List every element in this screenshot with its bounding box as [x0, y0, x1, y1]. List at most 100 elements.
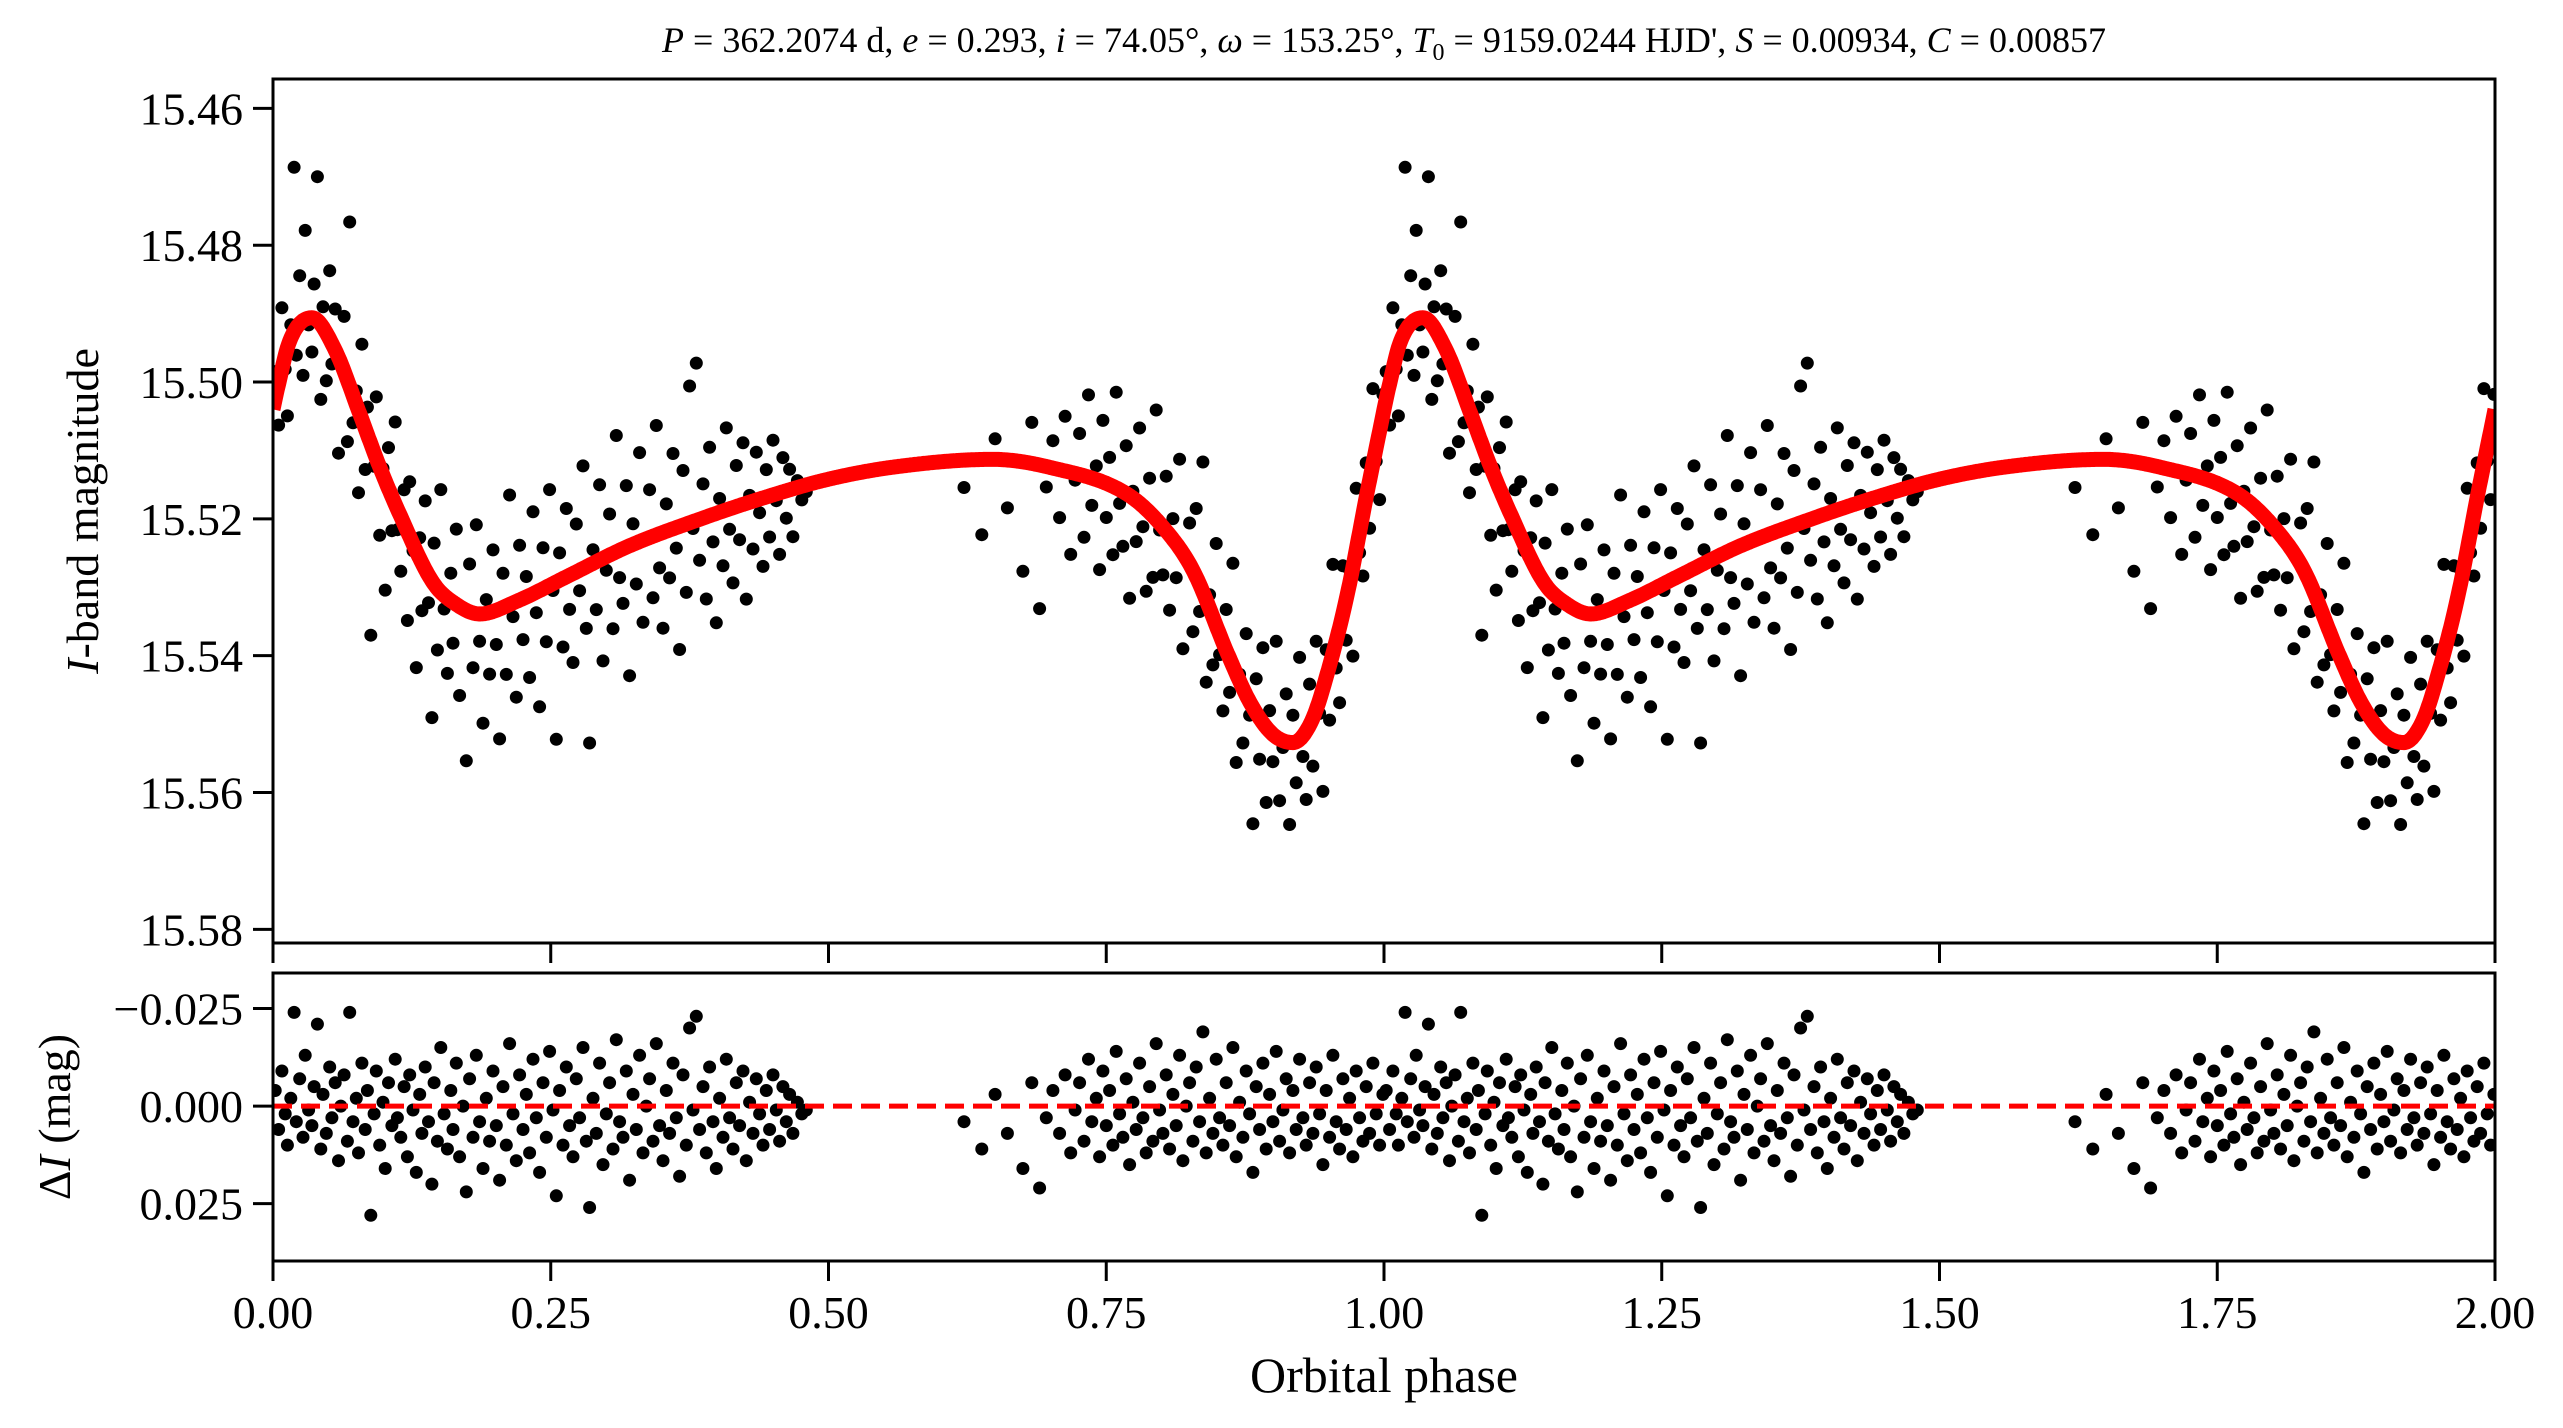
residual-point [1804, 1123, 1818, 1136]
residual-point [726, 1142, 740, 1156]
observation-point [1538, 536, 1552, 550]
residual-point [483, 1134, 497, 1148]
residual-point [1077, 1134, 1091, 1148]
observation-point [1637, 505, 1651, 519]
observation-point [1555, 566, 1569, 580]
residual-point [1199, 1146, 1213, 1160]
observation-point [2327, 704, 2341, 718]
residual-point [1106, 1138, 1120, 1152]
observation-point [1847, 436, 1861, 450]
residual-point [1674, 1119, 1688, 1133]
residual-point [2270, 1068, 2284, 1082]
residual-point [355, 1056, 369, 1070]
title-e-value: = 0.293, [918, 20, 1055, 60]
observation-point [2404, 650, 2418, 664]
residual-point [603, 1076, 617, 1090]
observation-point [2144, 602, 2158, 616]
observation-point [563, 602, 577, 616]
observation-point [666, 447, 680, 460]
observation-point [469, 518, 483, 532]
residual-point [1136, 1111, 1150, 1125]
residual-point [2200, 1091, 2214, 1105]
observation-point [1323, 713, 1337, 727]
observation-point [1236, 736, 1250, 750]
residual-point [1594, 1134, 1608, 1148]
observation-point [2204, 563, 2218, 577]
observation-point [1824, 492, 1838, 505]
residual-point [1166, 1087, 1180, 1101]
observation-point [2477, 382, 2491, 396]
residual-point [1229, 1150, 1243, 1164]
observation-point [513, 538, 527, 552]
observation-point [1557, 636, 1571, 650]
observation-point [1590, 593, 1604, 607]
residual-point [556, 1138, 570, 1152]
residual-point [1840, 1076, 1854, 1090]
residual-point [1807, 1080, 1821, 1094]
residual-point [453, 1150, 467, 1164]
residual-point [328, 1076, 342, 1090]
residual-point [616, 1130, 630, 1144]
residual-point [2484, 1138, 2495, 1152]
observation-point [2230, 439, 2244, 453]
residual-point [1186, 1134, 1200, 1148]
observation-point [2234, 591, 2248, 605]
residual-point [1223, 1119, 1237, 1133]
observation-point [1454, 215, 1468, 229]
residual-point [463, 1072, 477, 1086]
residual-point [2480, 1107, 2494, 1121]
residual-point [1847, 1064, 1861, 1078]
observation-point [1737, 517, 1751, 531]
observation-point [975, 528, 989, 542]
residual-point [1085, 1115, 1099, 1129]
residual-point [319, 1126, 333, 1140]
observation-point [2310, 675, 2324, 689]
observation-point [696, 477, 710, 491]
observation-point [1073, 427, 1087, 440]
residual-point [663, 1126, 677, 1140]
observation-point [2390, 687, 2404, 701]
y-tick-label: 15.56 [140, 768, 244, 819]
observation-point [739, 592, 753, 606]
observation-point [476, 716, 490, 730]
residual-point [703, 1060, 717, 1074]
residual-point [413, 1087, 427, 1101]
observation-point [1064, 547, 1078, 561]
observation-point [2434, 713, 2448, 727]
residual-point [2157, 1084, 2171, 1097]
observation-point [332, 446, 345, 460]
residual-point [273, 1084, 282, 1097]
observation-point [706, 535, 720, 549]
residual-point [503, 1037, 517, 1051]
observation-point [1810, 592, 1824, 606]
observation-point [606, 622, 620, 636]
observation-point [473, 634, 487, 648]
observation-point [1827, 559, 1841, 573]
observation-point [616, 596, 630, 610]
residual-point [1664, 1084, 1678, 1097]
observation-point [1784, 643, 1798, 656]
observation-point [1279, 687, 1293, 701]
observation-point [319, 374, 333, 388]
residual-point [1600, 1119, 1614, 1133]
residual-point [599, 1107, 613, 1121]
residual-point [1780, 1111, 1794, 1125]
residual-point [596, 1158, 610, 1172]
residual-point [513, 1068, 527, 1082]
residual-point [1764, 1119, 1778, 1133]
observation-point [1046, 434, 1060, 448]
residual-point [1434, 1060, 1448, 1074]
residual-point [289, 1115, 303, 1129]
observation-point [1143, 471, 1157, 485]
residual-point [293, 1072, 307, 1086]
observation-point [1710, 563, 1724, 577]
residual-point [1113, 1107, 1127, 1121]
residual-point [1760, 1037, 1774, 1051]
residual-point [1039, 1111, 1053, 1125]
observation-point [1099, 511, 1113, 524]
observation-point [1356, 569, 1370, 583]
residual-point [2257, 1134, 2271, 1148]
residual-point [2454, 1091, 2468, 1105]
residual-point [1133, 1056, 1147, 1070]
residual-point [1303, 1076, 1317, 1090]
